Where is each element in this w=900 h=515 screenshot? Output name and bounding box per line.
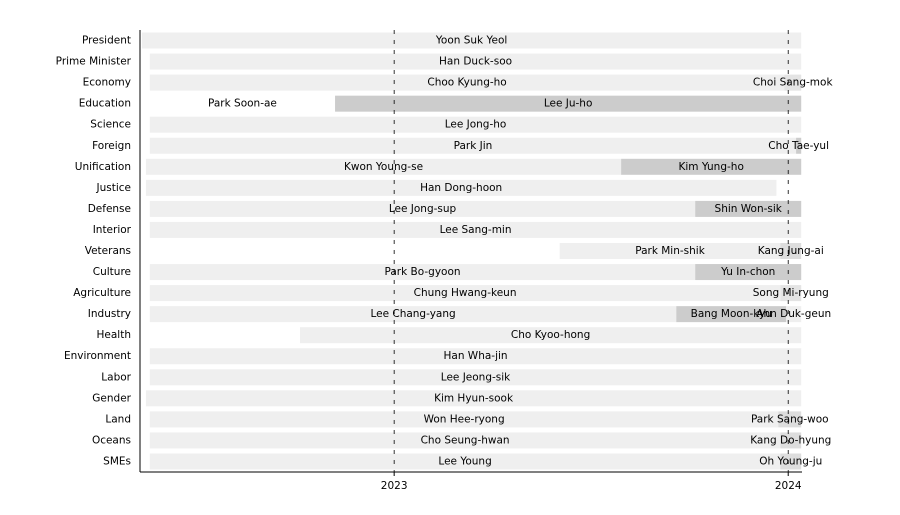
term-label: Lee Ju-ho: [544, 98, 593, 110]
row-label: Education: [79, 98, 131, 110]
row-label: Economy: [83, 77, 131, 89]
row-label: Oceans: [92, 434, 131, 446]
term-bar: [796, 137, 802, 154]
term-label: Cho Tae-yul: [768, 140, 829, 152]
x-tick-label: 2023: [381, 480, 408, 492]
row-label: Labor: [101, 371, 131, 383]
term-label: Yu In-chon: [720, 266, 775, 278]
row-label: Interior: [93, 224, 132, 236]
term-bar: [149, 432, 781, 449]
term-label: Lee Jong-sup: [389, 203, 457, 215]
term-label: Choi Sang-mok: [753, 77, 834, 89]
term-label: Lee Jong-ho: [445, 119, 507, 131]
x-tick-label: 2024: [775, 480, 802, 492]
term-bar: [676, 306, 787, 323]
term-label: Park Min-shik: [635, 245, 705, 257]
term-label: Park Bo-gyoon: [385, 266, 461, 278]
term-label: Han Dong-hoon: [420, 182, 502, 194]
term-bar: [149, 264, 696, 281]
row-label: Health: [97, 329, 131, 341]
term-label: Chung Hwang-keun: [414, 287, 517, 299]
term-label: Cho Kyoo-hong: [511, 329, 590, 341]
term-label: Choo Kyung-ho: [427, 77, 506, 89]
term-bar: [621, 158, 802, 175]
term-label: Kim Yung-ho: [678, 161, 743, 173]
term-bar: [299, 327, 802, 344]
term-bar: [149, 306, 677, 323]
term-label: Bang Moon-kyu: [691, 308, 772, 320]
term-label: Lee Chang-yang: [370, 308, 455, 320]
term-label: Lee Sang-min: [440, 224, 512, 236]
row-label: Gender: [92, 392, 131, 404]
term-label: Shin Won-sik: [715, 203, 783, 215]
term-bar: [784, 74, 802, 91]
term-label: Lee Jeong-sik: [441, 371, 511, 383]
row-label: Culture: [93, 266, 131, 278]
row-label: Science: [90, 119, 131, 131]
term-bar: [780, 243, 802, 259]
term-bar: [149, 200, 696, 217]
term-bar: [778, 411, 802, 428]
term-label: Kang Do-hyung: [750, 434, 831, 446]
term-bar: [149, 95, 336, 112]
row-label: Environment: [64, 350, 131, 362]
row-label: Defense: [88, 203, 131, 215]
term-bar: [695, 264, 802, 281]
term-label: Han Duck-soo: [439, 56, 512, 68]
term-label: Lee Young: [438, 455, 491, 467]
row-label: Industry: [88, 308, 131, 320]
row-label: Land: [105, 413, 131, 425]
term-label: Won Hee-ryong: [424, 413, 505, 425]
term-label: Park Soon-ae: [208, 98, 277, 110]
term-bar: [786, 306, 802, 323]
term-label: Yoon Suk Yeol: [435, 35, 507, 47]
term-bar: [149, 453, 781, 470]
term-bar: [141, 32, 802, 49]
row-label: Agriculture: [73, 287, 131, 299]
term-bar: [145, 179, 777, 196]
term-bar: [149, 116, 802, 133]
term-label: Song Mi-ryung: [753, 287, 829, 299]
term-label: Cho Seung-hwan: [421, 434, 510, 446]
term-bar: [149, 74, 785, 91]
row-label: Foreign: [92, 140, 131, 152]
term-label: Oh Young-ju: [759, 455, 822, 467]
term-bar: [149, 369, 802, 386]
row-label: Unification: [75, 161, 131, 173]
term-bar: [780, 432, 802, 449]
term-bar: [780, 453, 802, 470]
row-label: Prime Minister: [56, 56, 132, 68]
term-bar: [149, 137, 797, 154]
term-bar: [149, 411, 779, 428]
row-label: Veterans: [85, 245, 131, 257]
term-label: Kwon Young-se: [344, 161, 423, 173]
term-label: Park Jin: [454, 140, 493, 152]
term-bar: [780, 285, 802, 302]
term-bar: [149, 348, 802, 365]
row-label: SMEs: [103, 455, 131, 467]
row-label: President: [82, 35, 131, 47]
term-bar: [145, 390, 802, 407]
term-label: Han Wha-jin: [443, 350, 507, 362]
term-bar: [149, 53, 802, 70]
term-bar: [559, 243, 781, 259]
term-bar: [145, 158, 622, 175]
term-bar: [149, 221, 802, 238]
term-bar: [335, 95, 802, 112]
term-label: Ahn Duk-geun: [756, 308, 831, 320]
term-bar: [149, 285, 781, 302]
term-bar: [695, 200, 802, 217]
row-label: Justice: [96, 182, 132, 194]
term-label: Park Sang-woo: [751, 413, 829, 425]
term-label: Kim Hyun-sook: [434, 392, 514, 404]
term-label: Kang Jung-ai: [758, 245, 824, 257]
